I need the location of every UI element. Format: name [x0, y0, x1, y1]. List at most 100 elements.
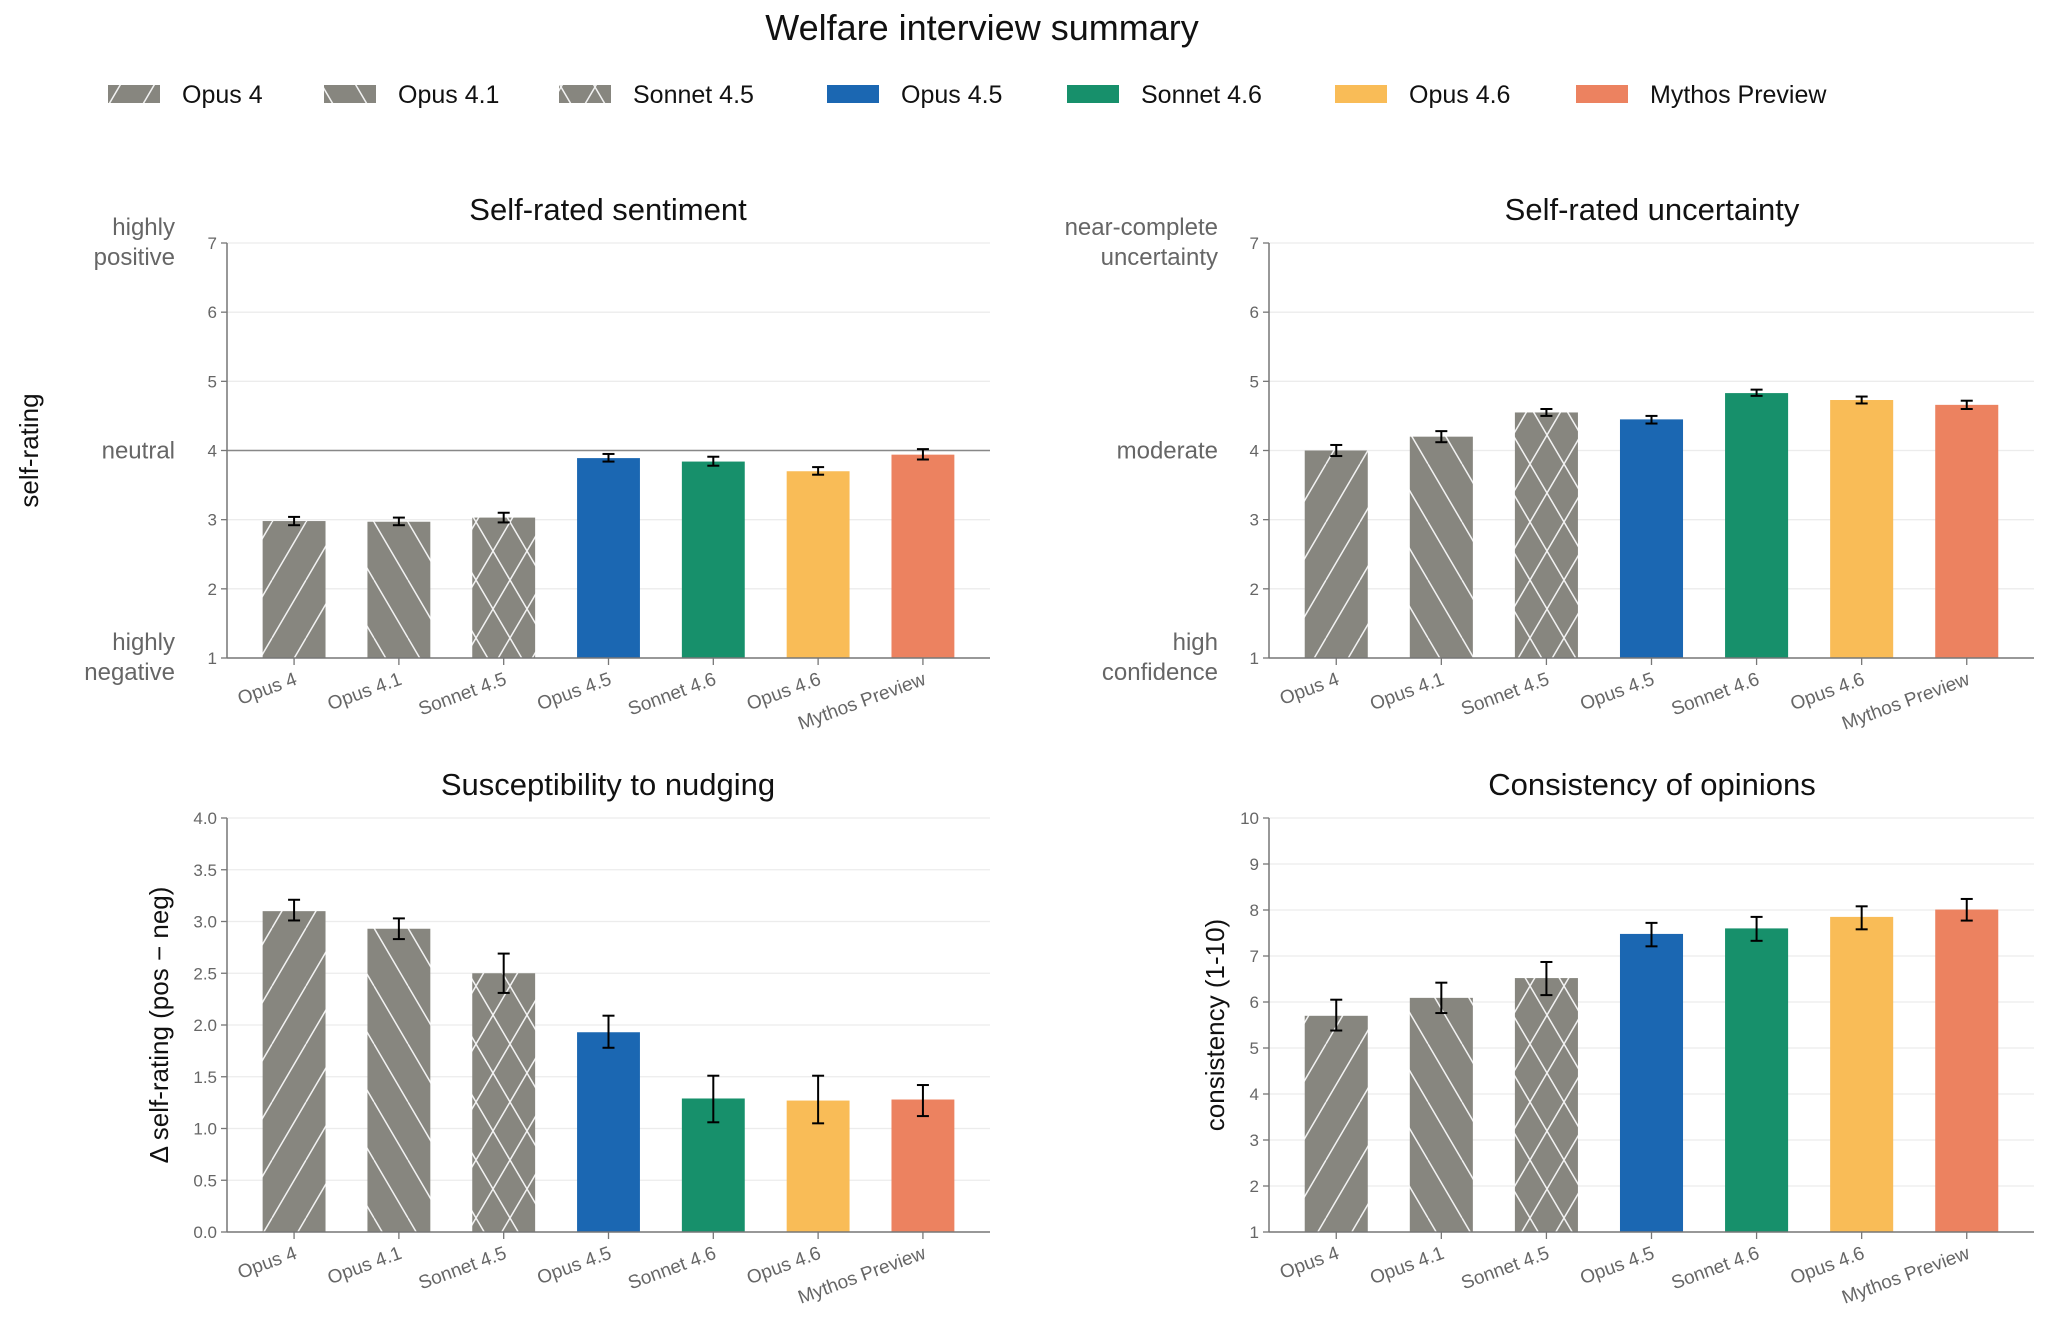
- y-tick-label: 6: [1250, 303, 1259, 322]
- x-tick-label: Opus 4: [1277, 1243, 1342, 1284]
- legend-item: Sonnet 4.6: [1067, 81, 1262, 109]
- x-tick-label: Opus 4: [1277, 669, 1342, 710]
- x-tick-label: Sonnet 4.6: [1669, 669, 1763, 720]
- y-tick-label: 2.5: [193, 964, 217, 983]
- bar: [891, 1099, 955, 1232]
- legend-item: Opus 4.6: [1335, 81, 1510, 109]
- y-tick-label: 1.0: [193, 1120, 217, 1139]
- legend-label: Opus 4.5: [901, 81, 1002, 109]
- semantic-y-label: moderate: [1117, 438, 1218, 465]
- y-tick-label: 3: [1250, 1131, 1259, 1150]
- semantic-y-label: confidence: [1102, 659, 1218, 686]
- x-tick-label: Opus 4.5: [535, 1243, 615, 1289]
- x-tick-label: Sonnet 4.5: [1459, 669, 1553, 720]
- legend-swatch: [1067, 85, 1119, 103]
- y-tick-label: 2: [1250, 1177, 1259, 1196]
- bar: [1935, 909, 1999, 1232]
- y-tick-label: 3: [208, 511, 217, 530]
- bar: [1935, 404, 1999, 658]
- y-tick-label: 3.5: [193, 861, 217, 880]
- x-tick-label: Opus 4.1: [325, 1243, 405, 1289]
- y-tick-label: 0.5: [193, 1171, 217, 1190]
- chart-title: Consistency of opinions: [1488, 767, 1815, 802]
- bar: [1514, 412, 1578, 658]
- y-tick-label: 5: [208, 372, 217, 391]
- figure-title: Welfare interview summary: [765, 7, 1198, 48]
- legend-swatch: [108, 85, 160, 103]
- bar: [577, 1032, 640, 1232]
- semantic-y-label: high: [1173, 629, 1218, 656]
- y-tick-label: 1: [208, 649, 217, 668]
- legend: Opus 4 Opus 4.1 Sonnet 4.5 Opus 4.5 Sonnet 4…: [108, 81, 1827, 109]
- bar: [786, 471, 850, 658]
- legend-label: Opus 4: [182, 81, 263, 109]
- bar: [1619, 419, 1684, 658]
- y-tick-label: 3.0: [193, 913, 217, 932]
- legend-item: Opus 4.1: [324, 81, 499, 109]
- x-tick-label: Opus 4.5: [1578, 669, 1658, 715]
- legend-swatch: [1576, 85, 1628, 103]
- legend-swatch: [324, 85, 376, 103]
- chart-title: Self-rated uncertainty: [1505, 192, 1800, 227]
- y-tick-label: 2: [1250, 580, 1259, 599]
- y-tick-label: 4.0: [193, 809, 217, 828]
- y-axis-label: Δ self-rating (pos − neg): [144, 887, 174, 1164]
- x-tick-label: Opus 4.5: [535, 669, 615, 715]
- bar: [1830, 916, 1894, 1232]
- y-tick-label: 1: [1250, 649, 1259, 668]
- y-tick-label: 4: [208, 442, 217, 461]
- y-tick-label: 7: [208, 234, 217, 253]
- y-tick-label: 4: [1250, 442, 1259, 461]
- bar: [1304, 450, 1368, 658]
- legend-swatch: [559, 85, 611, 103]
- y-tick-label: 6: [208, 303, 217, 322]
- x-tick-label: Opus 4.5: [1578, 1243, 1658, 1289]
- y-tick-label: 3: [1250, 511, 1259, 530]
- y-tick-label: 6: [1250, 993, 1259, 1012]
- semantic-y-label: highly: [112, 214, 175, 241]
- x-tick-label: Sonnet 4.5: [416, 669, 510, 720]
- chart-panel: 1 2 3 4 5 6 7 8 9 10 Opus 4 Opus 4.1 Sonnet 4.5 Opus …: [1200, 767, 2034, 1309]
- y-tick-label: 1.5: [193, 1068, 217, 1087]
- x-tick-label: Opus 4: [235, 669, 300, 710]
- bar: [472, 517, 536, 658]
- semantic-y-label: negative: [84, 659, 175, 686]
- bar: [1619, 933, 1684, 1232]
- y-tick-label: 7: [1250, 947, 1259, 966]
- bar: [262, 911, 326, 1232]
- legend-swatch: [1335, 85, 1387, 103]
- y-tick-label: 1: [1250, 1223, 1259, 1242]
- semantic-y-label: positive: [94, 244, 175, 271]
- y-tick-label: 4: [1250, 1085, 1259, 1104]
- y-tick-label: 2.0: [193, 1016, 217, 1035]
- legend-item: Opus 4: [108, 81, 263, 109]
- bar: [1830, 400, 1894, 658]
- y-tick-label: 10: [1240, 809, 1259, 828]
- bar: [1725, 928, 1789, 1232]
- legend-label: Opus 4.6: [1409, 81, 1510, 109]
- legend-item: Sonnet 4.5: [559, 81, 754, 109]
- bar: [891, 454, 955, 658]
- y-tick-label: 7: [1250, 234, 1259, 253]
- semantic-y-label: highly: [112, 629, 175, 656]
- legend-label: Sonnet 4.6: [1141, 81, 1262, 109]
- legend-label: Mythos Preview: [1650, 81, 1827, 109]
- bar: [1409, 436, 1473, 658]
- chart-panel: 0.0 0.5 1.0 1.5 2.0 2.5 3.0 3.5 4.0 Opus 4 Opus 4.…: [144, 767, 990, 1309]
- legend-swatch: [827, 85, 879, 103]
- bar: [681, 461, 745, 658]
- bar: [577, 458, 640, 658]
- x-tick-label: Opus 4.1: [325, 669, 405, 715]
- y-axis-label: consistency (1-10): [1200, 919, 1230, 1131]
- semantic-y-label: near-complete: [1065, 214, 1218, 241]
- x-tick-label: Sonnet 4.6: [1669, 1243, 1763, 1294]
- chart-title: Self-rated sentiment: [469, 192, 747, 227]
- bar: [1514, 978, 1578, 1232]
- y-tick-label: 2: [208, 580, 217, 599]
- x-tick-label: Sonnet 4.6: [625, 669, 719, 720]
- semantic-y-label: uncertainty: [1101, 244, 1218, 271]
- y-axis-label: self-rating: [14, 393, 44, 507]
